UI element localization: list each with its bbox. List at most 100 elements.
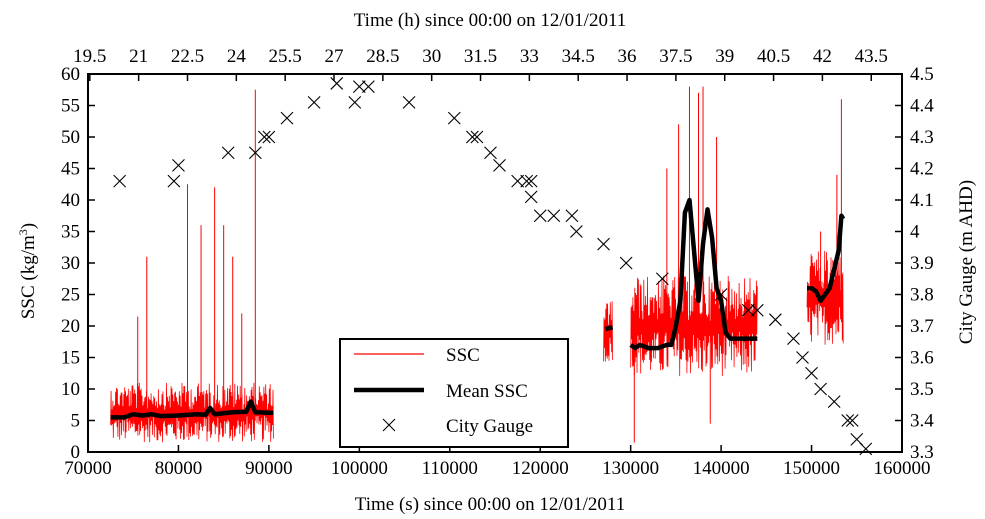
x-top-tick-label-11: 36	[618, 46, 637, 67]
legend-box	[339, 338, 569, 448]
city-gauge-point-37	[814, 382, 827, 396]
y-left-tick-label-5: 25	[61, 285, 80, 306]
y-right-tick-label-2: 3.5	[910, 379, 934, 400]
y-right-tick-label-0: 3.3	[910, 442, 934, 463]
city-gauge-point-19	[511, 174, 524, 188]
city-gauge-point-8	[307, 95, 321, 109]
y-left-tick-label-9: 45	[61, 159, 80, 180]
city-gauge-point-29	[655, 272, 669, 286]
y-left-tick-label-6: 30	[61, 253, 80, 274]
city-gauge-point-24	[547, 209, 561, 223]
city-gauge-point-17	[484, 146, 497, 160]
x-top-tick-label-16: 43.5	[855, 46, 888, 67]
x-bottom-tick-label-9: 160000	[874, 458, 931, 479]
city-gauge-point-27	[597, 237, 610, 251]
y-right-tick-label-7: 4	[910, 222, 920, 243]
y-left-tick-label-0: 0	[71, 442, 81, 463]
city-gauge-point-32	[750, 303, 764, 317]
y-right-tick-label-10: 4.3	[910, 127, 934, 148]
y-left-tick-label-11: 55	[61, 96, 80, 117]
left-axis-title: SSC (kg/m3)	[16, 223, 39, 319]
x-top-tick-label-1: 21	[129, 46, 148, 67]
legend-label-gauge: City Gauge	[446, 416, 533, 437]
city-gauge-point-18	[493, 158, 506, 172]
city-gauge-point-33	[768, 313, 782, 327]
y-left-tick-label-4: 20	[61, 316, 80, 337]
city-gauge-point-39	[841, 414, 855, 427]
y-left-tick-label-7: 35	[61, 222, 80, 243]
city-gauge-point-12	[361, 80, 375, 93]
series-layer	[110, 77, 873, 456]
legend-swatch-gauge	[382, 418, 396, 432]
x-bottom-tick-label-1: 80000	[155, 458, 203, 479]
top-axis-title: Time (h) since 00:00 on 12/01/2011	[354, 10, 627, 31]
x-bottom-tick-label-6: 130000	[602, 458, 659, 479]
city-gauge-point-22	[524, 174, 538, 188]
y-left-tick-label-2: 10	[61, 379, 80, 400]
mean-ssc-line-segment-0	[110, 399, 274, 420]
y-right-tick-label-3: 3.6	[910, 348, 934, 369]
city-gauge-point-10	[348, 95, 362, 109]
y-right-tick-label-1: 3.4	[910, 411, 934, 432]
city-gauge-point-20	[520, 174, 534, 188]
y-right-tick-label-11: 4.4	[910, 96, 934, 117]
bottom-axis-title: Time (s) since 00:00 on 12/01/2011	[355, 494, 625, 515]
city-gauge-point-42	[859, 442, 873, 456]
mean-ssc-line-segment-1	[604, 325, 614, 332]
x-top-tick-label-15: 42	[813, 46, 832, 67]
city-gauge-point-34	[787, 332, 800, 345]
city-gauge-point-1	[167, 174, 181, 188]
x-top-tick-label-13: 39	[715, 46, 734, 67]
left-axis-title-end: )	[18, 223, 39, 229]
city-gauge-point-31	[741, 303, 755, 317]
city-gauge-point-6	[262, 130, 276, 144]
x-top-tick-label-6: 28.5	[366, 46, 399, 67]
city-gauge-point-21	[524, 190, 538, 204]
city-gauge-point-11	[352, 80, 366, 93]
y-right-tick-label-6: 3.9	[910, 253, 934, 274]
left-axis-title-sup: 3	[16, 229, 30, 235]
x-bottom-tick-label-2: 90000	[245, 458, 293, 479]
city-gauge-point-16	[470, 130, 484, 144]
x-bottom-tick-label-8: 150000	[783, 458, 840, 479]
y-left-tick-label-12: 60	[61, 64, 80, 85]
x-top-tick-label-7: 30	[422, 46, 441, 67]
city-gauge-point-36	[805, 366, 818, 380]
y-right-tick-label-5: 3.8	[910, 285, 934, 306]
y-right-tick-label-9: 4.2	[910, 159, 934, 180]
x-bottom-tick-label-7: 140000	[693, 458, 750, 479]
x-top-tick-label-5: 27	[325, 46, 344, 67]
y-right-tick-label-4: 3.7	[910, 316, 934, 337]
y-right-tick-label-12: 4.5	[910, 64, 934, 85]
city-gauge-point-14	[447, 111, 461, 125]
city-gauge-point-38	[827, 395, 841, 408]
y-right-tick-label-8: 4.1	[910, 190, 934, 211]
x-top-tick-label-3: 24	[227, 46, 247, 67]
city-gauge-point-3	[221, 146, 235, 160]
legend-label-ssc: SSC	[446, 345, 480, 366]
y-left-tick-label-10: 50	[61, 127, 80, 148]
x-top-tick-label-9: 33	[520, 46, 539, 67]
city-gauge-point-13	[402, 95, 416, 109]
city-gauge-point-25	[565, 209, 579, 223]
ssc-line-segment-1	[603, 301, 613, 362]
y-left-tick-label-8: 40	[61, 190, 80, 211]
x-bottom-tick-label-4: 110000	[422, 458, 478, 479]
mean-ssc-line-segment-3	[807, 213, 846, 304]
x-top-tick-label-12: 37.5	[659, 46, 692, 67]
city-gauge-point-40	[845, 414, 859, 427]
legend: SSC Mean SSC City Gauge	[339, 338, 569, 448]
city-gauge-point-15	[465, 130, 479, 144]
city-gauge-point-7	[280, 111, 294, 125]
x-bottom-tick-label-5: 120000	[512, 458, 569, 479]
city-gauge-point-35	[796, 351, 809, 364]
city-gauge-point-9	[330, 77, 344, 90]
mean-ssc-line-segment-2	[629, 197, 758, 351]
y-left-tick-label-3: 15	[61, 348, 80, 369]
x-top-tick-label-10: 34.5	[562, 46, 595, 67]
city-gauge-point-5	[257, 130, 271, 144]
legend-label-mean: Mean SSC	[446, 381, 528, 402]
x-top-tick-label-0: 19.5	[73, 46, 106, 67]
ssc-line-segment-2	[630, 275, 758, 377]
